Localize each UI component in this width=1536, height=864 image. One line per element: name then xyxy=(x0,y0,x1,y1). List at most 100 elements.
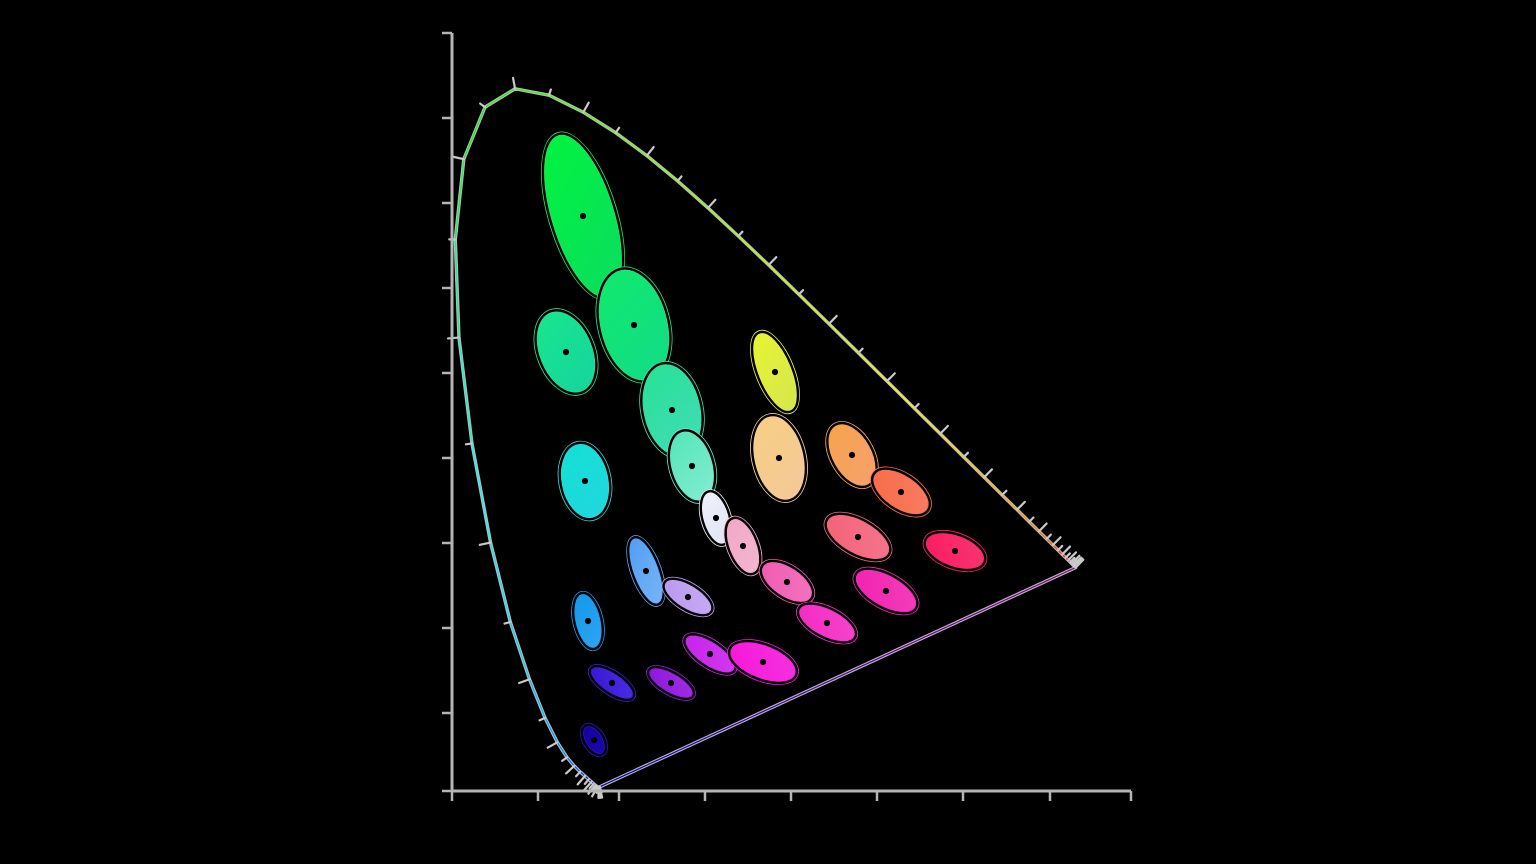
ellipse-center-dot xyxy=(688,462,696,470)
spectral-locus-segment xyxy=(798,294,830,325)
macadam-ellipse xyxy=(795,601,859,645)
wavelength-tick xyxy=(479,102,487,109)
spectral-locus-segment xyxy=(582,111,617,134)
spectral-locus-segment xyxy=(707,207,739,237)
macadam-ellipse xyxy=(922,529,988,573)
macadam-ellipse xyxy=(870,466,932,518)
macadam-ellipse xyxy=(571,590,605,652)
line-of-purples-segment xyxy=(996,599,1005,605)
spectral-locus-segment xyxy=(509,621,531,680)
wavelength-tick xyxy=(1061,545,1072,556)
line-of-purples-segment xyxy=(1011,592,1021,598)
spectral-locus-segment xyxy=(1001,494,1018,511)
line-of-purples-segment xyxy=(908,640,918,645)
wavelength-tick xyxy=(1051,536,1062,547)
macadam-ellipse xyxy=(823,511,893,563)
wavelength-tick xyxy=(574,770,582,778)
line-of-purples-segment xyxy=(916,636,926,642)
line-of-purples-segment xyxy=(877,654,886,660)
wavelength-tick xyxy=(645,145,655,157)
wavelength-tick xyxy=(464,442,474,446)
ellipse-ring xyxy=(571,591,605,651)
line-of-purples-segment xyxy=(1035,581,1045,587)
line-of-purples-segment xyxy=(742,716,751,722)
spectral-locus-segment xyxy=(939,433,965,458)
ellipse-center-dot xyxy=(712,514,720,522)
ellipse-ring xyxy=(759,559,815,605)
wavelength-tick xyxy=(583,778,590,786)
line-of-purples-segment xyxy=(884,651,894,656)
line-of-purples-segment xyxy=(869,658,878,664)
line-of-purples-segment xyxy=(1067,567,1076,572)
ellipse-center-dot xyxy=(706,650,714,658)
wavelength-tick xyxy=(1056,544,1064,552)
wavelength-tick xyxy=(588,782,595,790)
spectral-locus-segment xyxy=(528,679,546,719)
wavelength-tick xyxy=(503,620,512,625)
line-of-purples-segment xyxy=(924,632,934,638)
line-of-purples-segment xyxy=(892,647,902,653)
spectral-locus-segment xyxy=(963,456,985,478)
ellipse-ring xyxy=(853,567,919,615)
wavelength-tick xyxy=(561,756,569,762)
line-of-purples-segment xyxy=(845,669,854,675)
wavelength-tick xyxy=(962,451,970,459)
ellipse-center-dot xyxy=(848,451,856,459)
line-of-purples-segment xyxy=(623,771,632,777)
wavelength-tick xyxy=(767,256,778,267)
wavelength-tick xyxy=(737,230,744,238)
wavelength-tick xyxy=(857,347,864,354)
spectral-locus-segment xyxy=(768,264,800,295)
line-of-purples-segment xyxy=(980,607,989,612)
macadam-ellipse xyxy=(533,308,599,396)
wavelength-tick xyxy=(1045,533,1052,541)
wavelength-tick xyxy=(1037,522,1048,533)
wavelength-tick xyxy=(583,780,593,792)
ellipse-center-dot xyxy=(775,454,783,462)
ellipse-ring xyxy=(683,633,737,675)
line-of-purples-segment xyxy=(655,757,664,762)
wavelength-tick xyxy=(939,424,950,435)
wavelength-tick xyxy=(564,764,576,775)
wavelength-tick xyxy=(538,716,547,722)
macadam-ellipse xyxy=(595,266,673,384)
ellipse-center-dot xyxy=(562,348,570,356)
ellipse-center-dot xyxy=(951,547,959,555)
line-of-purples-segment xyxy=(694,738,704,744)
line-of-purples-segment xyxy=(647,760,656,766)
ellipse-ring xyxy=(824,512,892,562)
macadam-ellipse xyxy=(579,722,609,758)
wavelength-tick xyxy=(614,126,621,134)
ellipse-center-dot xyxy=(882,587,890,595)
ellipse-ring xyxy=(699,489,733,547)
spectral-locus-segment xyxy=(471,443,492,543)
line-of-purples-segment xyxy=(829,676,838,682)
wavelength-tick xyxy=(451,155,465,161)
spectral-locus-segment xyxy=(489,542,511,623)
wavelength-tick xyxy=(518,678,531,685)
line-of-purples-segment xyxy=(821,680,830,686)
macadam-ellipse xyxy=(852,566,920,616)
line-of-purples-segment xyxy=(964,614,973,620)
macadam-ellipse xyxy=(723,515,763,577)
line-of-purples-segment xyxy=(972,610,981,616)
wavelength-tick xyxy=(511,76,517,90)
wavelength-tick xyxy=(1064,552,1071,559)
line-of-purples-segment xyxy=(750,713,759,718)
spectral-locus-segment xyxy=(463,106,486,160)
line-of-purples-segment xyxy=(631,767,640,773)
line-of-purples-segment xyxy=(702,735,712,740)
ellipse-center-dot xyxy=(584,617,592,625)
wavelength-tick xyxy=(546,741,559,749)
ellipse-center-dot xyxy=(854,533,862,541)
spectral-locus-segment xyxy=(983,476,1003,496)
macadam-ellipse xyxy=(646,665,696,701)
macadam-ellipse xyxy=(758,558,816,606)
line-of-purples-segment xyxy=(734,720,743,726)
line-of-purples-segment xyxy=(670,749,680,755)
spectral-locus-segment xyxy=(857,352,888,382)
line-of-purples-segment xyxy=(1051,574,1060,580)
ellipse-ring xyxy=(826,421,878,489)
line-of-purples-segment xyxy=(599,782,608,788)
